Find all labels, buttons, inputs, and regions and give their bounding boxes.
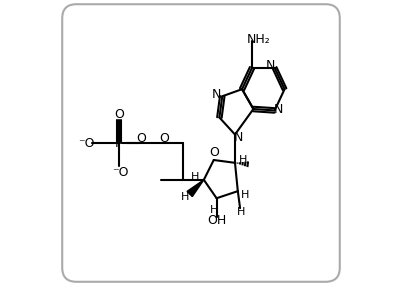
Text: ⁻O: ⁻O	[112, 166, 128, 179]
Text: O: O	[113, 108, 124, 121]
Text: N: N	[211, 88, 220, 101]
FancyBboxPatch shape	[62, 4, 339, 282]
Text: N: N	[233, 131, 243, 144]
Text: H: H	[237, 207, 245, 217]
Text: H: H	[181, 192, 189, 202]
Text: O: O	[159, 132, 169, 145]
Text: N: N	[273, 102, 283, 116]
Text: ⁻O: ⁻O	[78, 136, 94, 150]
Text: H: H	[240, 190, 249, 200]
Text: H: H	[239, 155, 247, 165]
Text: OH: OH	[207, 214, 226, 227]
Polygon shape	[186, 180, 203, 196]
Text: O: O	[136, 132, 146, 145]
Text: N: N	[265, 59, 274, 72]
Text: NH₂: NH₂	[247, 33, 270, 46]
Text: O: O	[208, 146, 218, 159]
Text: H: H	[190, 172, 199, 182]
Text: P: P	[115, 136, 122, 150]
Text: H: H	[209, 204, 217, 214]
